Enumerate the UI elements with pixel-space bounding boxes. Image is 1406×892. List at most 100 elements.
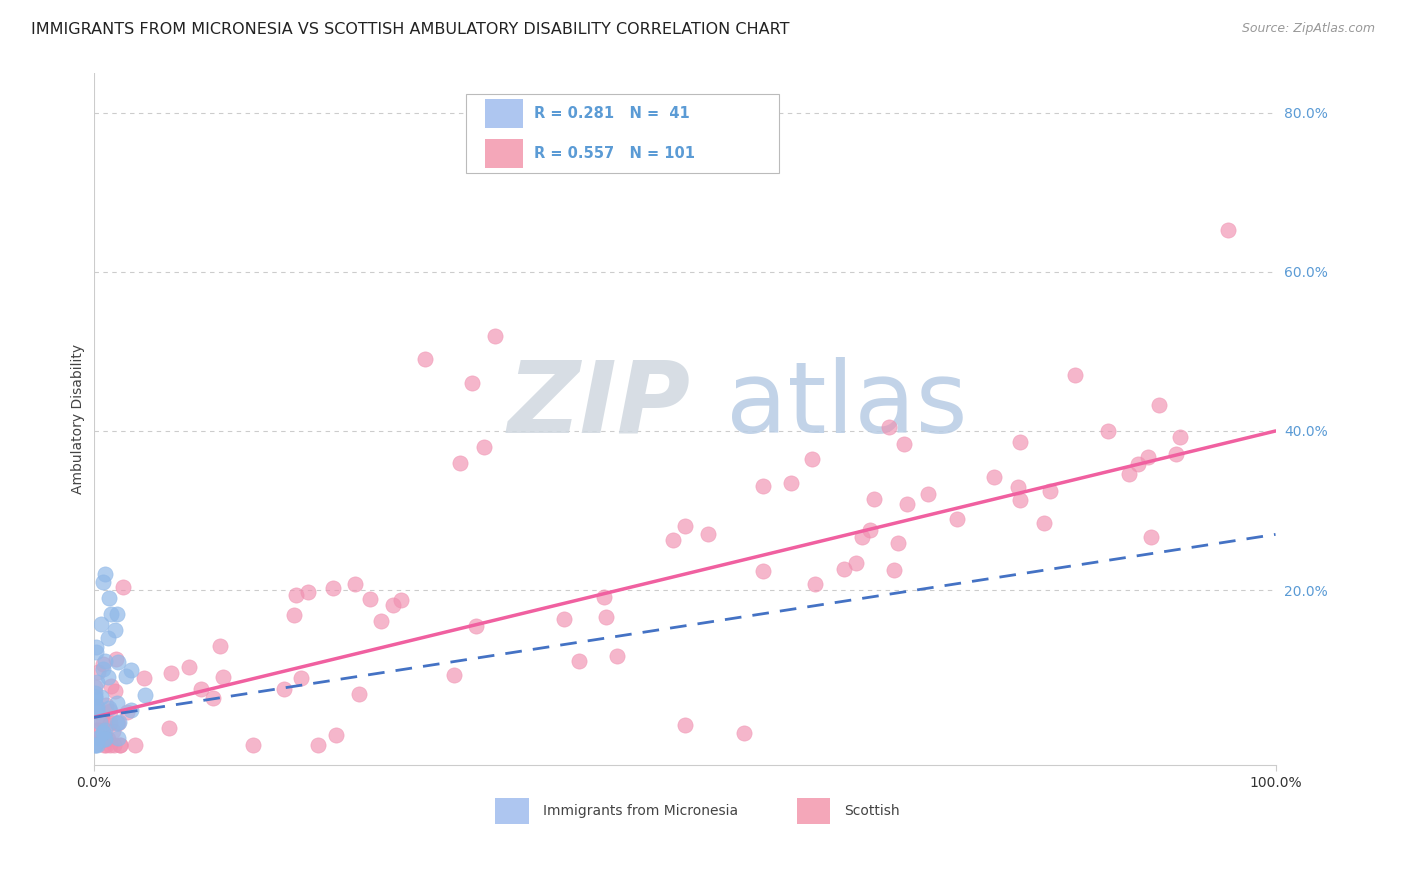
Point <box>86 704 108 718</box>
Point <box>1118 467 1140 481</box>
Point <box>120 664 142 678</box>
Point <box>285 588 308 602</box>
Point <box>83 690 105 705</box>
Point <box>107 715 129 730</box>
Point <box>177 660 200 674</box>
Point <box>84 704 107 718</box>
Point <box>90 617 112 632</box>
Text: IMMIGRANTS FROM MICRONESIA VS SCOTTISH AMBULATORY DISABILITY CORRELATION CHART: IMMIGRANTS FROM MICRONESIA VS SCOTTISH A… <box>31 22 789 37</box>
Point <box>859 523 882 537</box>
Point <box>96 698 118 713</box>
Point <box>98 700 121 714</box>
Point <box>90 690 112 704</box>
Point <box>283 608 305 623</box>
Text: Source: ZipAtlas.com: Source: ZipAtlas.com <box>1241 22 1375 36</box>
Point <box>863 491 886 506</box>
Point <box>733 726 755 740</box>
Point <box>97 631 120 645</box>
Point <box>83 738 105 752</box>
Point <box>752 564 775 578</box>
Bar <box>485 139 523 168</box>
Point <box>190 682 212 697</box>
Point <box>844 557 866 571</box>
Point <box>94 654 117 668</box>
Point <box>159 665 181 680</box>
Point <box>273 681 295 696</box>
Point <box>124 738 146 752</box>
Point <box>464 619 486 633</box>
Point <box>104 623 127 637</box>
Point <box>1140 530 1163 544</box>
Point <box>779 476 801 491</box>
Point <box>94 731 117 745</box>
Point <box>917 486 939 500</box>
Point <box>1166 447 1188 461</box>
Point <box>983 470 1005 484</box>
Point <box>108 738 131 752</box>
Point <box>91 657 114 671</box>
Bar <box>495 797 529 824</box>
Point <box>344 576 367 591</box>
Point <box>325 728 347 742</box>
Point <box>86 665 108 679</box>
Point <box>97 670 120 684</box>
Point <box>1008 493 1031 508</box>
Point <box>94 738 117 752</box>
Point <box>84 699 107 714</box>
Point <box>391 592 413 607</box>
Point <box>297 585 319 599</box>
Point <box>1010 434 1032 449</box>
Point <box>91 575 114 590</box>
Point <box>568 654 591 668</box>
Point <box>84 640 107 655</box>
Point <box>413 352 436 367</box>
Point <box>107 656 129 670</box>
Point <box>105 607 128 621</box>
Text: R = 0.557   N = 101: R = 0.557 N = 101 <box>534 146 696 161</box>
Point <box>134 688 156 702</box>
Point <box>108 738 131 752</box>
Text: ZIP: ZIP <box>508 357 690 454</box>
Point <box>896 497 918 511</box>
Point <box>83 686 105 700</box>
Text: R = 0.281   N =  41: R = 0.281 N = 41 <box>534 106 690 121</box>
Point <box>322 582 344 596</box>
Point <box>100 679 122 693</box>
Point <box>887 536 910 550</box>
Point <box>595 610 617 624</box>
Point <box>359 591 381 606</box>
Point <box>673 718 696 732</box>
Point <box>86 699 108 714</box>
Point <box>98 704 121 718</box>
Point <box>1218 223 1240 237</box>
Point <box>86 675 108 690</box>
Point <box>443 668 465 682</box>
Point <box>87 731 110 746</box>
Point <box>93 731 115 746</box>
Point <box>115 668 138 682</box>
Point <box>804 576 827 591</box>
Point <box>1032 516 1054 531</box>
Point <box>87 723 110 737</box>
Point <box>832 562 855 576</box>
Point <box>662 533 685 548</box>
Point <box>120 702 142 716</box>
Point <box>461 376 484 391</box>
Point <box>89 715 111 730</box>
Point <box>1168 430 1191 444</box>
Point <box>472 440 495 454</box>
Point <box>800 452 823 467</box>
Point <box>100 607 122 621</box>
Point <box>1007 480 1029 494</box>
Point <box>94 723 117 738</box>
Point <box>157 721 180 735</box>
Point <box>307 738 329 752</box>
Bar <box>797 797 830 824</box>
Text: atlas: atlas <box>725 357 967 454</box>
Point <box>381 599 404 613</box>
Point <box>349 687 371 701</box>
Point <box>449 456 471 470</box>
Point <box>98 738 121 752</box>
Point <box>212 670 235 684</box>
Point <box>484 328 506 343</box>
